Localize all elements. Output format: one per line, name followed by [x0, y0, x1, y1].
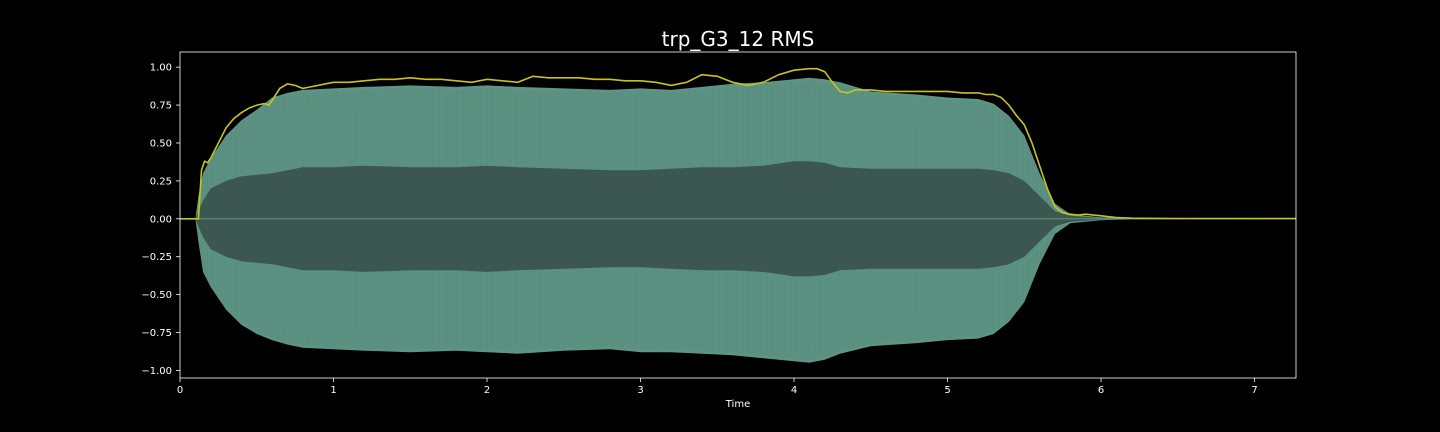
x-tick-label: 1 — [330, 385, 336, 396]
x-tick-label: 7 — [1251, 385, 1257, 396]
x-tick-label: 5 — [944, 385, 950, 396]
x-axis: 0 1 2 3 4 5 6 7 — [177, 378, 1258, 396]
chart-title: trp_G3_12 RMS — [662, 27, 815, 51]
y-tick-label: −1.00 — [141, 366, 172, 377]
x-tick-label: 0 — [177, 385, 183, 396]
plot-area — [180, 67, 1297, 363]
x-tick-label: 2 — [484, 385, 490, 396]
y-tick-label: −0.50 — [141, 290, 172, 301]
y-tick-label: −0.75 — [141, 328, 172, 339]
x-axis-label: Time — [725, 399, 750, 410]
x-tick-label: 4 — [791, 385, 797, 396]
y-tick-label: 0.75 — [150, 101, 172, 112]
y-tick-label: 1.00 — [150, 63, 172, 74]
y-tick-label: −0.25 — [141, 252, 172, 263]
y-axis: 1.00 0.75 0.50 0.25 0.00 −0.25 −0.50 −0.75 −1.00 — [141, 63, 180, 377]
y-tick-label: 0.00 — [150, 214, 172, 225]
x-tick-label: 3 — [637, 385, 643, 396]
y-tick-label: 0.25 — [150, 176, 172, 187]
y-tick-label: 0.50 — [150, 138, 172, 149]
x-tick-label: 6 — [1098, 385, 1104, 396]
rms-line — [180, 67, 1297, 220]
axes-frame — [179, 51, 1297, 379]
